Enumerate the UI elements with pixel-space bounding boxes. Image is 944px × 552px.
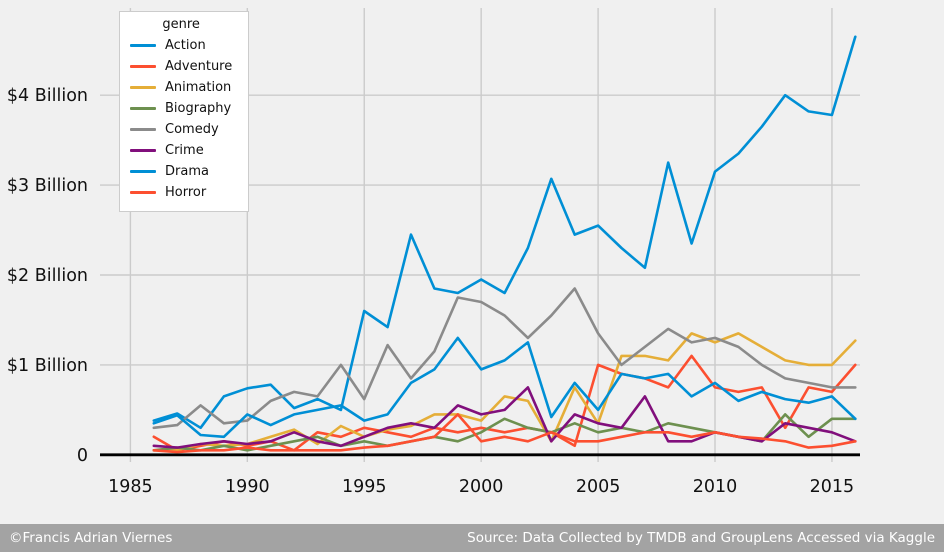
legend-label: Horror [165, 185, 207, 200]
legend-swatch-drama [130, 170, 156, 173]
footer-credit: ©Francis Adrian Viernes [9, 530, 173, 546]
legend-item-comedy: Comedy [130, 119, 232, 140]
legend-label: Adventure [165, 59, 233, 74]
legend-label: Drama [165, 164, 209, 179]
legend-swatch-adventure [130, 65, 156, 68]
legend-label: Comedy [165, 122, 219, 137]
legend-item-horror: Horror [130, 182, 232, 203]
y-tick-label: $1 Billion [7, 356, 88, 376]
y-tick-label: 0 [77, 446, 88, 466]
legend-label: Biography [165, 101, 232, 116]
y-tick-label: $2 Billion [7, 266, 88, 286]
x-tick-label: 2015 [810, 477, 855, 497]
legend-item-drama: Drama [130, 161, 232, 182]
x-tick-label: 2010 [693, 477, 738, 497]
series-line-horror [152, 413, 857, 454]
legend-label: Animation [165, 80, 232, 95]
legend-item-crime: Crime [130, 140, 232, 161]
series-line-action [152, 35, 857, 430]
legend-swatch-comedy [130, 128, 156, 131]
legend-item-action: Action [130, 35, 232, 56]
legend-swatch-action [130, 44, 156, 47]
legend-swatch-animation [130, 86, 156, 89]
x-tick-label: 1985 [108, 477, 153, 497]
revenue-by-genre-line-chart: 0 $1 Billion $2 Billion $3 Billion $4 Billio… [7, 8, 860, 497]
y-tick-label: $4 Billion [7, 86, 88, 106]
legend-swatch-biography [130, 107, 156, 110]
series-line-animation [152, 332, 857, 452]
y-tick-label: $3 Billion [7, 176, 88, 196]
x-tick-label: 1995 [342, 477, 387, 497]
series-line-drama [152, 336, 857, 439]
legend-items: Action Adventure Animation Biography Comedy C… [130, 35, 232, 203]
x-tick-label: 1990 [225, 477, 270, 497]
legend-title: genre [162, 17, 200, 32]
legend-item-biography: Biography [130, 98, 232, 119]
legend-label: Crime [165, 143, 204, 158]
legend-label: Action [165, 38, 206, 53]
legend-swatch-crime [130, 149, 156, 152]
x-tick-label: 2005 [576, 477, 621, 497]
x-tick-label: 2000 [459, 477, 504, 497]
footer-source: Source: Data Collected by TMDB and Group… [467, 530, 935, 546]
series-line-comedy [152, 287, 857, 430]
footer-bar: ©Francis Adrian Viernes Source: Data Col… [0, 524, 944, 552]
chart-legend: genre Action Adventure Animation Biography C… [119, 11, 250, 212]
legend-item-adventure: Adventure [130, 56, 232, 77]
legend-item-animation: Animation [130, 77, 232, 98]
legend-swatch-horror [130, 191, 156, 194]
